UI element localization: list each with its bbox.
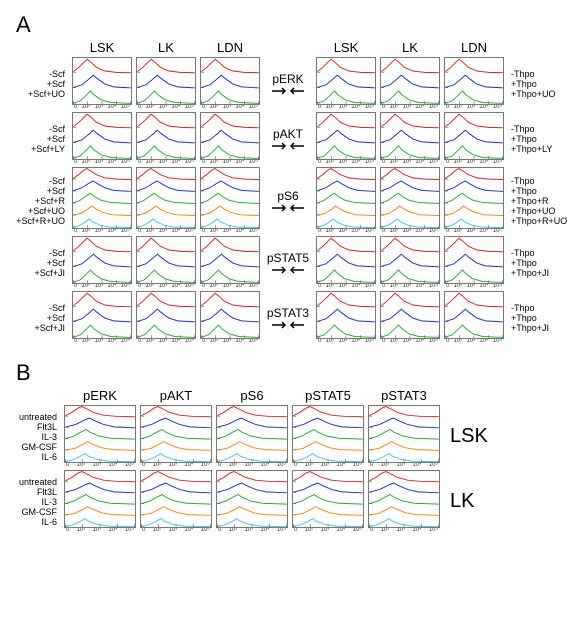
histogram-plot — [72, 57, 132, 105]
histogram-plot — [136, 167, 196, 229]
treatment-labels-right: -Thpo+Thpo+Thpo+UO — [508, 57, 566, 110]
histogram-plot — [200, 291, 260, 339]
treatment-labels-left: -Scf+Scf+Scf+R+Scf+UO+Scf+R+UO — [10, 167, 68, 234]
histogram-plot — [380, 291, 440, 339]
histogram-plot — [200, 57, 260, 105]
histogram-plot — [316, 291, 376, 339]
bidirectional-arrow-icon — [271, 321, 305, 329]
histogram-plot — [368, 405, 440, 463]
histogram-plot — [444, 167, 504, 229]
bidirectional-arrow-icon — [271, 266, 305, 274]
histogram-plot — [140, 405, 212, 463]
population-label: LK — [444, 470, 494, 533]
phospho-label: pSTAT5 — [264, 236, 312, 289]
histogram-plot — [64, 405, 136, 463]
histogram-plot — [380, 167, 440, 229]
treatment-labels-right: -Thpo+Thpo+Thpo+LY — [508, 112, 566, 165]
histogram-plot — [380, 236, 440, 284]
histogram-plot — [200, 167, 260, 229]
panel-b-grid: pERK pAKT pS6 pSTAT5 pSTAT3 untreatedFlt3LIL-… — [10, 388, 557, 533]
histogram-plot — [380, 57, 440, 105]
histogram-plot — [380, 112, 440, 160]
treatment-labels-right: -Thpo+Thpo+Thpo+JI — [508, 291, 566, 344]
histogram-plot — [200, 236, 260, 284]
phospho-label: pERK — [264, 57, 312, 110]
phospho-label: pS6 — [264, 167, 312, 234]
histogram-plot — [72, 291, 132, 339]
col-header: LSK — [72, 40, 132, 55]
treatment-labels-right: -Thpo+Thpo+Thpo+JI — [508, 236, 566, 289]
treatment-labels-left: -Scf+Scf+Scf+LY — [10, 112, 68, 165]
histogram-plot — [140, 470, 212, 528]
histogram-plot — [72, 112, 132, 160]
histogram-plot — [444, 291, 504, 339]
col-header: pERK — [64, 388, 136, 403]
histogram-plot — [72, 236, 132, 284]
histogram-plot — [216, 405, 288, 463]
panel-letter-b: B — [16, 360, 557, 386]
col-header: pAKT — [140, 388, 212, 403]
histogram-plot — [316, 167, 376, 229]
col-header: pS6 — [216, 388, 288, 403]
histogram-plot — [64, 470, 136, 528]
treatment-labels: untreatedFlt3LIL-3GM-CSFIL-6 — [10, 470, 60, 533]
bidirectional-arrow-icon — [271, 204, 305, 212]
histogram-plot — [136, 291, 196, 339]
col-header: LK — [380, 40, 440, 55]
histogram-plot — [292, 470, 364, 528]
col-header: pSTAT3 — [368, 388, 440, 403]
histogram-plot — [136, 57, 196, 105]
treatment-labels-left: -Scf+Scf+Scf+JI — [10, 291, 68, 344]
bidirectional-arrow-icon — [271, 142, 305, 150]
histogram-plot — [444, 112, 504, 160]
col-header: pSTAT5 — [292, 388, 364, 403]
histogram-plot — [368, 470, 440, 528]
phospho-label: pSTAT3 — [264, 291, 312, 344]
histogram-plot — [72, 167, 132, 229]
col-header: LSK — [316, 40, 376, 55]
histogram-plot — [316, 236, 376, 284]
col-header: LDN — [444, 40, 504, 55]
treatment-labels-left: -Scf+Scf+Scf+UO — [10, 57, 68, 110]
treatment-labels-left: -Scf+Scf+Scf+JI — [10, 236, 68, 289]
panel-a-grid: LSKLKLDNLSKLKLDN-Scf+Scf+Scf+UO010²10³10… — [10, 40, 557, 344]
treatment-labels-right: -Thpo+Thpo+Thpo+R+Thpo+UO+Thpo+R+UO — [508, 167, 566, 234]
histogram-plot — [136, 236, 196, 284]
col-header: LDN — [200, 40, 260, 55]
histogram-plot — [136, 112, 196, 160]
histogram-plot — [316, 57, 376, 105]
panel-letter-a: A — [16, 12, 557, 38]
col-header: LK — [136, 40, 196, 55]
histogram-plot — [200, 112, 260, 160]
histogram-plot — [316, 112, 376, 160]
histogram-plot — [444, 236, 504, 284]
histogram-plot — [444, 57, 504, 105]
histogram-plot — [292, 405, 364, 463]
treatment-labels: untreatedFlt3LIL-3GM-CSFIL-6 — [10, 405, 60, 468]
phospho-label: pAKT — [264, 112, 312, 165]
bidirectional-arrow-icon — [271, 87, 305, 95]
population-label: LSK — [444, 405, 494, 468]
histogram-plot — [216, 470, 288, 528]
